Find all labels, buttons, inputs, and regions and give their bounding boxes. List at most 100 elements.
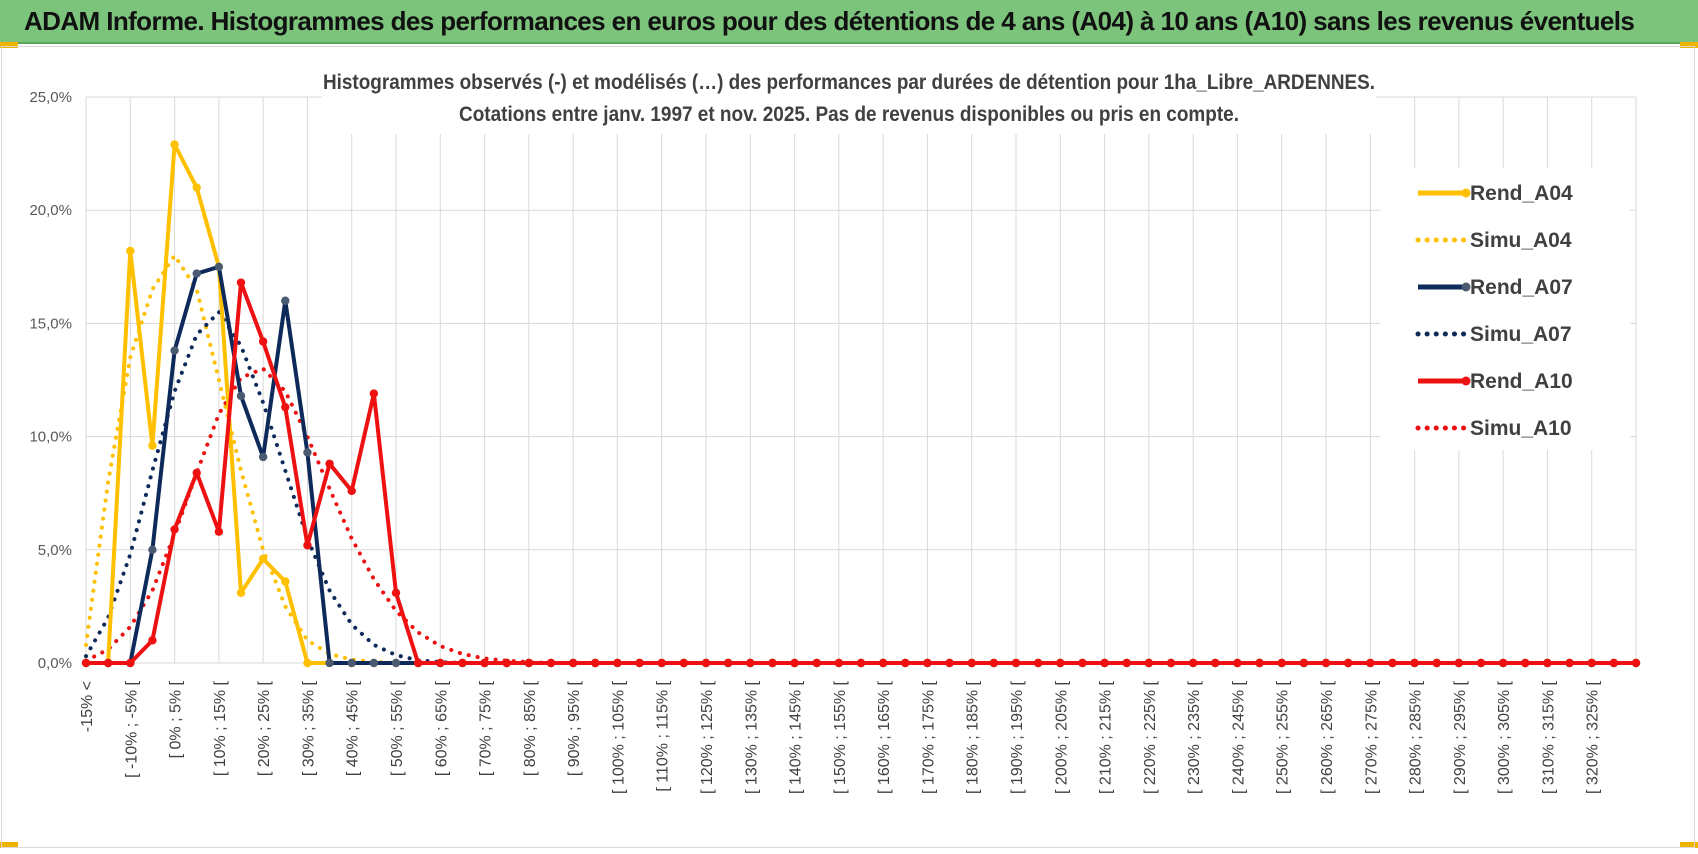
- legend-item: Rend_A07: [1418, 276, 1573, 299]
- chart-frame: [1, 46, 1695, 848]
- legend-label: Rend_A10: [1470, 370, 1573, 393]
- legend-item: Simu_A07: [1415, 323, 1572, 346]
- x-tick-label: [ 60% ; 65% [: [433, 680, 450, 776]
- x-tick-label: [ 20% ; 25% [: [256, 680, 273, 776]
- x-axis-ticks: -15% < [ -10% ; -5% [[ 0% ; 5% [[ 10% ; 1…: [79, 680, 1602, 794]
- data-point: [945, 658, 954, 668]
- data-point: [1233, 658, 1242, 668]
- chart-subtitle: Cotations entre janv. 1997 et nov. 2025.…: [459, 103, 1239, 126]
- data-point: [214, 262, 224, 271]
- legend-background: [1380, 168, 1630, 450]
- x-tick-label: [ 100% ; 105% [: [610, 680, 627, 794]
- data-point: [1343, 658, 1353, 668]
- legend-label: Rend_A07: [1470, 276, 1573, 299]
- x-tick-label: [ 160% ; 165% [: [876, 680, 893, 794]
- data-point: [192, 183, 201, 192]
- data-point: [723, 658, 733, 668]
- legend: Rend_A04 Simu_A04 Rend_A07 Simu_A07 Rend_A10…: [1380, 168, 1630, 450]
- data-point: [1166, 658, 1176, 668]
- legend-item: Simu_A10: [1415, 417, 1572, 440]
- data-point: [1100, 658, 1109, 668]
- x-tick-label: [ 90% ; 95% [: [566, 680, 583, 776]
- data-point: [192, 468, 201, 478]
- x-tick-label: [ 280% ; 285% [: [1408, 680, 1425, 794]
- data-point: [258, 554, 268, 564]
- x-tick-label: [ 70% ; 75% [: [478, 680, 495, 776]
- data-point: [303, 448, 312, 457]
- legend-label: Simu_A07: [1470, 323, 1572, 346]
- corner-marker: [1680, 42, 1698, 48]
- data-point: [1609, 658, 1619, 668]
- legend-marker: [1461, 282, 1471, 292]
- series-Rend_A10: [81, 278, 1641, 668]
- data-point: [679, 658, 689, 668]
- data-point: [347, 486, 356, 496]
- data-point: [790, 658, 799, 668]
- data-point: [325, 459, 334, 468]
- data-point: [1277, 658, 1286, 668]
- data-point: [391, 588, 401, 598]
- x-tick-label: [ 310% ; 315% [: [1540, 680, 1557, 794]
- x-tick-label: [ 130% ; 135% [: [743, 680, 760, 794]
- chart-title: Histogrammes observés (-) et modélisés (…: [323, 71, 1375, 94]
- y-tick-label: 10,0%: [29, 429, 72, 446]
- x-tick-label: [ 290% ; 295% [: [1452, 680, 1469, 794]
- data-point: [369, 389, 379, 398]
- data-point: [1299, 658, 1309, 668]
- data-point: [170, 346, 179, 355]
- data-point: [258, 337, 268, 346]
- data-point: [812, 658, 821, 668]
- data-point: [1454, 658, 1464, 668]
- legend-label: Simu_A10: [1470, 417, 1572, 440]
- x-tick-label: [ 40% ; 45% [: [345, 680, 362, 776]
- x-tick-label: [ 240% ; 245% [: [1230, 680, 1247, 794]
- x-tick-label: -15% <: [79, 681, 96, 732]
- x-tick-label: [ 120% ; 125% [: [699, 680, 716, 794]
- data-point: [1321, 658, 1331, 668]
- x-tick-label: [ 210% ; 215% [: [1098, 680, 1115, 794]
- data-point: [436, 658, 445, 668]
- data-point: [701, 658, 711, 668]
- page-title: ADAM Informe. Histogrammes des performan…: [24, 6, 1635, 36]
- data-point: [635, 658, 644, 668]
- data-point: [347, 658, 356, 668]
- data-point: [1366, 658, 1375, 668]
- data-point: [1011, 658, 1021, 668]
- data-point: [170, 525, 179, 534]
- x-tick-label: [ 230% ; 235% [: [1186, 680, 1203, 794]
- data-point: [413, 658, 423, 668]
- data-point: [768, 658, 777, 668]
- data-point: [369, 658, 379, 668]
- x-tick-label: [ 110% ; 115% [: [655, 680, 672, 791]
- legend-item: Simu_A04: [1415, 229, 1572, 252]
- data-point: [1432, 658, 1441, 668]
- data-point: [281, 296, 290, 305]
- data-point: [967, 658, 976, 668]
- data-point: [236, 278, 246, 287]
- legend-marker: [1461, 188, 1471, 198]
- y-tick-label: 25,0%: [29, 89, 72, 106]
- data-point: [81, 658, 91, 668]
- data-point: [1498, 658, 1508, 668]
- y-tick-label: 15,0%: [29, 315, 72, 332]
- legend-label: Rend_A04: [1470, 182, 1573, 205]
- data-point: [281, 402, 290, 412]
- legend-marker: [1461, 376, 1471, 386]
- legend-item: Rend_A04: [1418, 182, 1573, 205]
- data-point: [524, 658, 534, 668]
- data-point: [192, 269, 201, 278]
- data-point: [1255, 658, 1264, 668]
- data-point: [1587, 658, 1596, 668]
- data-point: [258, 452, 268, 462]
- series-Simu_A04: [84, 253, 1638, 665]
- y-tick-label: 0,0%: [38, 655, 72, 672]
- x-tick-label: [ 140% ; 145% [: [788, 680, 805, 794]
- data-point: [834, 658, 844, 668]
- data-point: [214, 527, 224, 536]
- y-tick-label: 5,0%: [38, 542, 72, 559]
- x-tick-label: [ 260% ; 265% [: [1319, 680, 1336, 794]
- data-point: [568, 658, 578, 668]
- data-point: [1543, 658, 1552, 668]
- legend-item: Rend_A10: [1418, 370, 1573, 393]
